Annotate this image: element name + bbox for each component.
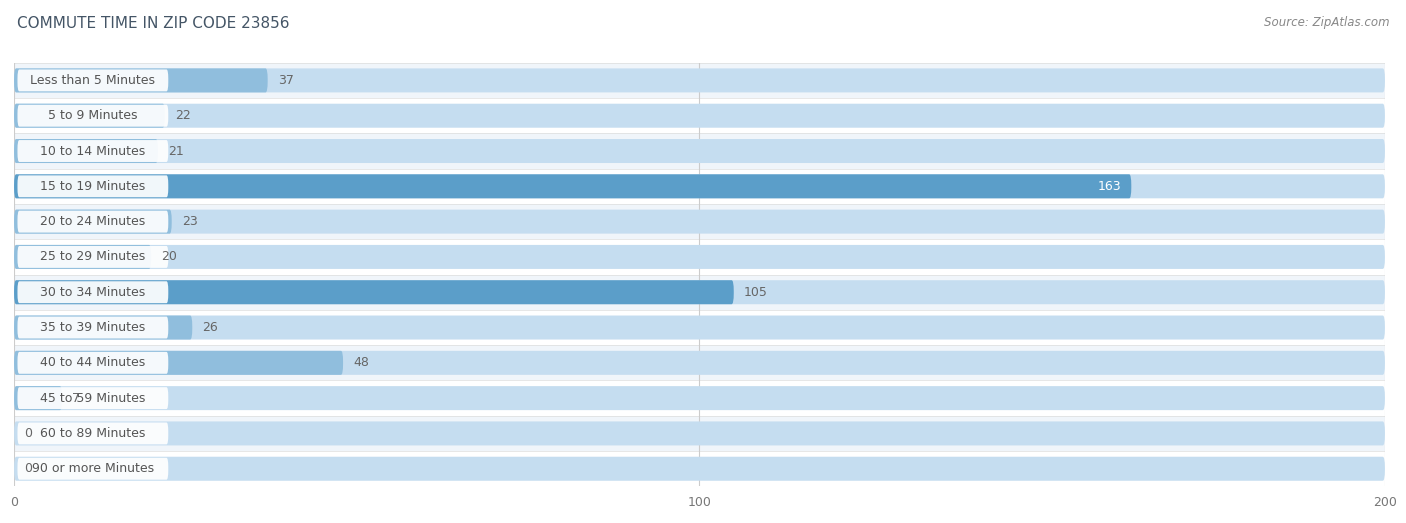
FancyBboxPatch shape: [14, 315, 1385, 339]
Text: 45 to 59 Minutes: 45 to 59 Minutes: [41, 392, 146, 405]
Text: 90 or more Minutes: 90 or more Minutes: [32, 462, 153, 475]
Text: 10 to 14 Minutes: 10 to 14 Minutes: [41, 144, 145, 157]
FancyBboxPatch shape: [14, 351, 1385, 375]
FancyBboxPatch shape: [14, 451, 1385, 486]
FancyBboxPatch shape: [14, 174, 1385, 198]
FancyBboxPatch shape: [17, 105, 169, 127]
Text: 7: 7: [72, 392, 80, 405]
Text: 5 to 9 Minutes: 5 to 9 Minutes: [48, 109, 138, 122]
Text: 21: 21: [169, 144, 184, 157]
Text: 35 to 39 Minutes: 35 to 39 Minutes: [41, 321, 145, 334]
FancyBboxPatch shape: [14, 139, 1385, 163]
Text: 37: 37: [278, 74, 294, 87]
Text: 15 to 19 Minutes: 15 to 19 Minutes: [41, 180, 145, 193]
Text: 25 to 29 Minutes: 25 to 29 Minutes: [41, 251, 145, 264]
FancyBboxPatch shape: [14, 315, 193, 339]
FancyBboxPatch shape: [14, 386, 1385, 410]
FancyBboxPatch shape: [14, 386, 62, 410]
FancyBboxPatch shape: [14, 69, 1385, 93]
FancyBboxPatch shape: [14, 210, 172, 234]
FancyBboxPatch shape: [14, 104, 1385, 128]
Text: 163: 163: [1098, 180, 1121, 193]
FancyBboxPatch shape: [17, 246, 169, 268]
FancyBboxPatch shape: [14, 104, 165, 128]
FancyBboxPatch shape: [17, 316, 169, 338]
FancyBboxPatch shape: [17, 352, 169, 374]
Text: 105: 105: [744, 286, 768, 299]
FancyBboxPatch shape: [17, 211, 169, 233]
FancyBboxPatch shape: [14, 457, 1385, 481]
Text: 0: 0: [24, 427, 32, 440]
FancyBboxPatch shape: [14, 280, 1385, 304]
FancyBboxPatch shape: [14, 63, 1385, 98]
FancyBboxPatch shape: [17, 423, 169, 445]
Text: 23: 23: [181, 215, 198, 228]
FancyBboxPatch shape: [14, 210, 1385, 234]
FancyBboxPatch shape: [17, 387, 169, 409]
FancyBboxPatch shape: [14, 133, 1385, 168]
Text: 20 to 24 Minutes: 20 to 24 Minutes: [41, 215, 145, 228]
Text: 48: 48: [353, 356, 370, 369]
FancyBboxPatch shape: [14, 310, 1385, 345]
Text: COMMUTE TIME IN ZIP CODE 23856: COMMUTE TIME IN ZIP CODE 23856: [17, 16, 290, 31]
Text: 60 to 89 Minutes: 60 to 89 Minutes: [41, 427, 146, 440]
Text: 40 to 44 Minutes: 40 to 44 Minutes: [41, 356, 145, 369]
FancyBboxPatch shape: [17, 140, 169, 162]
FancyBboxPatch shape: [14, 351, 343, 375]
FancyBboxPatch shape: [14, 345, 1385, 381]
FancyBboxPatch shape: [14, 139, 157, 163]
Text: 22: 22: [176, 109, 191, 122]
FancyBboxPatch shape: [14, 204, 1385, 240]
FancyBboxPatch shape: [14, 240, 1385, 275]
FancyBboxPatch shape: [14, 98, 1385, 133]
FancyBboxPatch shape: [14, 422, 1385, 446]
FancyBboxPatch shape: [14, 245, 152, 269]
FancyBboxPatch shape: [14, 280, 734, 304]
Text: 26: 26: [202, 321, 218, 334]
FancyBboxPatch shape: [14, 168, 1385, 204]
FancyBboxPatch shape: [14, 275, 1385, 310]
FancyBboxPatch shape: [14, 245, 1385, 269]
Text: 20: 20: [162, 251, 177, 264]
FancyBboxPatch shape: [17, 70, 169, 92]
Text: Less than 5 Minutes: Less than 5 Minutes: [31, 74, 156, 87]
FancyBboxPatch shape: [14, 381, 1385, 416]
Text: 0: 0: [24, 462, 32, 475]
Text: Source: ZipAtlas.com: Source: ZipAtlas.com: [1264, 16, 1389, 29]
Text: 30 to 34 Minutes: 30 to 34 Minutes: [41, 286, 145, 299]
FancyBboxPatch shape: [17, 458, 169, 480]
FancyBboxPatch shape: [17, 281, 169, 303]
FancyBboxPatch shape: [14, 174, 1132, 198]
FancyBboxPatch shape: [17, 175, 169, 197]
FancyBboxPatch shape: [14, 69, 267, 93]
FancyBboxPatch shape: [14, 416, 1385, 451]
